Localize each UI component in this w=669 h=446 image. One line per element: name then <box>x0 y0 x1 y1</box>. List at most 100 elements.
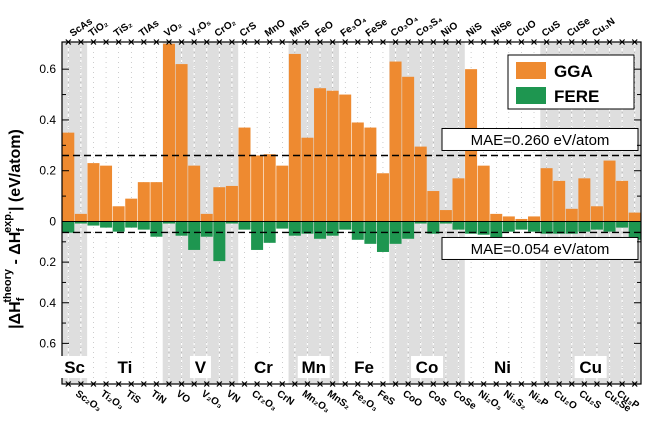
top-category-label: Fe₃O₄ <box>339 14 369 40</box>
x-tick-marker <box>103 39 109 45</box>
gga-bar <box>225 185 238 222</box>
gga-bar <box>263 154 276 222</box>
mae-label-gga: MAE=0.260 eV/atom <box>471 132 610 149</box>
fere-bar <box>87 221 100 226</box>
x-tick-marker <box>128 381 135 387</box>
fere-bar <box>414 221 427 224</box>
bottom-category-label: VN <box>224 388 242 405</box>
y-axis-label-sub1: f <box>15 297 27 301</box>
gga-bar <box>301 137 314 222</box>
x-tick-marker <box>317 381 323 387</box>
x-tick-marker <box>442 381 449 387</box>
element-group-band-co <box>389 42 465 384</box>
gga-bar <box>351 122 364 222</box>
gga-bar <box>188 165 201 222</box>
top-category-label: MnO <box>263 18 288 40</box>
fere-bar <box>326 221 339 236</box>
fere-bar <box>200 221 213 237</box>
element-label-fe: Fe <box>354 358 374 377</box>
fere-bar <box>339 221 352 230</box>
x-tick-marker <box>480 381 487 387</box>
x-tick-marker <box>367 39 374 45</box>
x-tick-marker <box>531 381 537 387</box>
x-tick-marker <box>216 39 223 45</box>
x-tick-marker <box>216 381 223 387</box>
x-tick-marker <box>581 381 588 387</box>
top-category-label: Cu₃N <box>590 16 617 39</box>
mae-label-fere: MAE=0.054 eV/atom <box>471 241 610 258</box>
bottom-category-label: TiS <box>124 388 143 406</box>
gga-bar <box>553 180 566 222</box>
fere-bar <box>150 221 163 237</box>
gga-bar <box>200 213 213 222</box>
fere-bar <box>477 221 490 235</box>
element-label-box-cu <box>574 356 607 378</box>
bottom-category-label: Fe₂O₃ <box>350 388 380 414</box>
fere-bar <box>528 221 541 232</box>
bottom-category-label: Mn₂O₃ <box>300 388 332 415</box>
bar-series <box>62 43 641 262</box>
gga-bar <box>490 213 503 222</box>
reference-lines: MAE=0.260 eV/atom MAE=0.054 eV/atom <box>62 127 641 260</box>
bottom-category-label: Ti₂O₃ <box>98 388 126 412</box>
top-category-label: VO₂ <box>162 20 184 40</box>
x-tick-marker <box>128 39 135 45</box>
element-label-cu: Cu <box>579 358 602 377</box>
gga-bar <box>389 61 402 222</box>
x-tick-marker <box>380 381 386 387</box>
gga-bar <box>565 208 578 222</box>
x-tick-marker <box>254 381 261 387</box>
top-category-label: V₂O₅ <box>188 17 214 40</box>
x-tick-marker <box>556 39 563 45</box>
x-tick-marker <box>543 39 550 45</box>
x-tick-marker <box>619 39 626 45</box>
x-tick-marker <box>241 381 248 387</box>
x-tick-marker <box>254 39 261 45</box>
gga-bar <box>150 182 163 222</box>
gga-bar <box>540 168 553 222</box>
y-tick-label: 0.2 <box>39 255 56 269</box>
fere-bar <box>301 221 314 234</box>
x-tick-marker <box>203 39 210 45</box>
element-label-box-sc <box>58 356 91 378</box>
fere-bar <box>502 221 515 232</box>
bottom-category-label: Ni₂P <box>526 388 550 409</box>
x-tick-marker <box>405 381 412 387</box>
x-tick-marker <box>203 381 210 387</box>
top-category-label: NiS <box>464 21 484 40</box>
x-tick-marker <box>518 381 525 387</box>
gga-bar <box>288 53 301 222</box>
gga-bar <box>515 218 528 222</box>
y-axis-label-sub2: f <box>15 228 27 232</box>
x-tick-marker <box>279 39 286 45</box>
legend-label-fere: FERE <box>554 87 599 106</box>
x-tick-marker <box>166 381 172 387</box>
x-tick-marker <box>317 39 323 45</box>
gga-bar <box>112 206 125 222</box>
x-tick-marker <box>65 381 72 387</box>
x-tick-marker <box>329 39 336 45</box>
x-tick-marker <box>191 381 198 387</box>
fere-bar <box>565 221 578 234</box>
x-tick-marker <box>568 39 575 45</box>
gga-bar <box>590 206 603 222</box>
y-tick-label: 0.2 <box>39 164 56 178</box>
fere-bar <box>490 221 503 240</box>
top-category-label: CuS <box>540 19 563 40</box>
bottom-category-label: Ni₃S₂ <box>501 388 528 412</box>
x-tick-marker <box>191 39 198 45</box>
x-tick-marker <box>430 381 437 387</box>
x-tick-marker <box>166 39 172 45</box>
gga-bar <box>628 212 641 222</box>
x-tick-marker <box>266 381 273 387</box>
top-category-label: CuO <box>515 18 539 39</box>
fere-bar <box>540 221 553 234</box>
gga-bar <box>162 43 175 222</box>
fere-bar <box>515 221 528 230</box>
bottom-category-label: VO <box>174 388 192 405</box>
bottom-category-label: Ni₂O₃ <box>476 388 505 413</box>
x-tick-marker <box>291 381 298 387</box>
x-tick-marker <box>115 381 122 387</box>
x-tick-marker <box>279 381 286 387</box>
